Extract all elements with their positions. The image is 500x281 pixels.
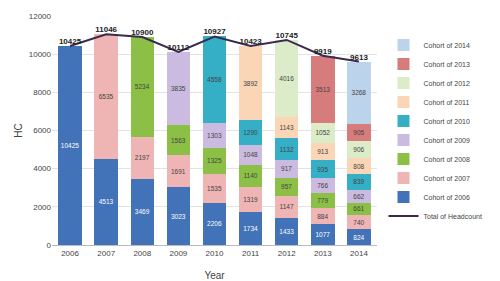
svg-text:1691: 1691 [171, 168, 186, 175]
svg-text:10425: 10425 [59, 37, 82, 46]
svg-text:10927: 10927 [203, 27, 226, 36]
svg-text:1077: 1077 [315, 231, 330, 238]
svg-text:Cohort of 2009: Cohort of 2009 [424, 137, 470, 144]
svg-text:1563: 1563 [171, 137, 186, 144]
svg-text:4558: 4558 [207, 76, 222, 83]
svg-text:9613: 9613 [350, 53, 368, 62]
svg-text:12000: 12000 [29, 12, 52, 21]
svg-text:1433: 1433 [279, 228, 294, 235]
svg-text:0: 0 [47, 241, 52, 250]
svg-text:Cohort of 2014: Cohort of 2014 [424, 42, 470, 49]
svg-text:3892: 3892 [243, 80, 258, 87]
svg-text:913: 913 [317, 148, 328, 155]
svg-text:808: 808 [353, 163, 364, 170]
svg-text:1132: 1132 [280, 146, 294, 153]
svg-text:1147: 1147 [280, 203, 294, 210]
svg-text:10425: 10425 [61, 142, 79, 149]
svg-text:3469: 3469 [135, 208, 150, 215]
svg-text:2012: 2012 [278, 249, 296, 258]
svg-text:1325: 1325 [207, 157, 222, 164]
svg-text:1535: 1535 [207, 185, 222, 192]
svg-text:10000: 10000 [29, 50, 52, 59]
svg-text:2011: 2011 [242, 249, 260, 258]
svg-text:4513: 4513 [99, 198, 114, 205]
svg-text:Cohort of 2011: Cohort of 2011 [424, 99, 470, 106]
svg-text:957: 957 [281, 183, 292, 190]
svg-text:4016: 4016 [279, 75, 294, 82]
svg-text:2206: 2206 [207, 220, 222, 227]
svg-text:5234: 5234 [135, 83, 150, 90]
svg-text:839: 839 [353, 178, 364, 185]
svg-text:917: 917 [281, 165, 292, 172]
svg-text:10900: 10900 [131, 28, 154, 37]
svg-text:766: 766 [317, 182, 328, 189]
svg-text:779: 779 [317, 197, 328, 204]
svg-text:905: 905 [353, 129, 364, 136]
svg-text:906: 906 [353, 146, 364, 153]
svg-text:1143: 1143 [280, 124, 294, 131]
svg-text:1048: 1048 [243, 151, 258, 158]
svg-text:10745: 10745 [276, 31, 299, 40]
svg-text:661: 661 [353, 205, 364, 212]
svg-text:Cohort of 2013: Cohort of 2013 [424, 61, 470, 68]
svg-text:3023: 3023 [171, 213, 186, 220]
svg-text:Cohort of 2007: Cohort of 2007 [424, 175, 470, 182]
svg-text:2008: 2008 [133, 249, 151, 258]
svg-text:10423: 10423 [239, 37, 262, 46]
svg-text:824: 824 [353, 234, 364, 241]
svg-text:740: 740 [353, 219, 364, 226]
svg-text:Cohort of 2006: Cohort of 2006 [424, 194, 470, 201]
svg-text:4000: 4000 [33, 164, 51, 173]
svg-text:10112: 10112 [167, 43, 189, 52]
svg-text:884: 884 [317, 213, 328, 220]
svg-text:1052: 1052 [315, 129, 330, 136]
svg-text:3268: 3268 [352, 89, 367, 96]
svg-text:6535: 6535 [99, 93, 114, 100]
svg-text:Cohort of 2008: Cohort of 2008 [424, 156, 470, 163]
svg-text:11046: 11046 [95, 25, 117, 34]
svg-text:2013: 2013 [314, 249, 332, 258]
svg-text:2007: 2007 [97, 249, 115, 258]
svg-text:8000: 8000 [33, 88, 51, 97]
svg-text:1319: 1319 [243, 196, 258, 203]
svg-text:1734: 1734 [243, 225, 258, 232]
svg-text:3513: 3513 [315, 86, 330, 93]
svg-text:2197: 2197 [135, 154, 150, 161]
svg-text:662: 662 [353, 193, 364, 200]
svg-text:2009: 2009 [169, 249, 187, 258]
svg-text:2000: 2000 [33, 203, 51, 212]
svg-text:2006: 2006 [61, 249, 79, 258]
svg-text:Year: Year [204, 270, 225, 281]
svg-text:935: 935 [317, 166, 328, 173]
svg-text:2014: 2014 [350, 249, 368, 258]
svg-text:Total of Headcount: Total of Headcount [424, 213, 482, 220]
svg-text:HC: HC [13, 123, 24, 137]
svg-text:9919: 9919 [314, 47, 332, 56]
svg-text:Cohort of 2012: Cohort of 2012 [424, 80, 470, 87]
svg-text:1290: 1290 [243, 129, 258, 136]
svg-text:1303: 1303 [207, 132, 222, 139]
svg-text:2010: 2010 [206, 249, 224, 258]
svg-text:1140: 1140 [243, 172, 257, 179]
svg-text:3835: 3835 [171, 85, 186, 92]
svg-text:6000: 6000 [33, 126, 51, 135]
svg-text:Cohort of 2010: Cohort of 2010 [424, 118, 470, 125]
